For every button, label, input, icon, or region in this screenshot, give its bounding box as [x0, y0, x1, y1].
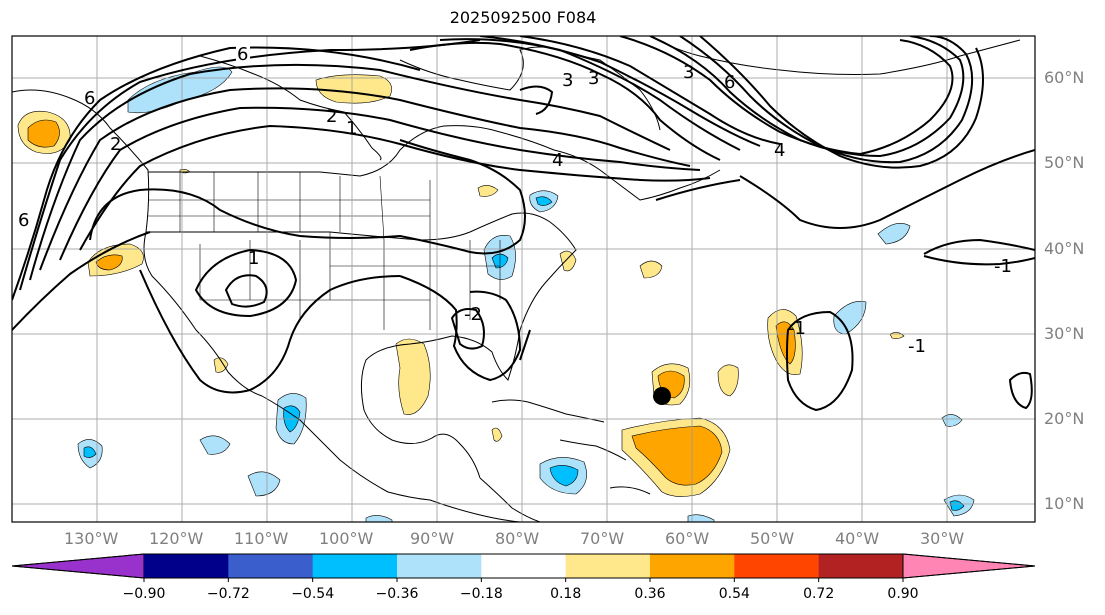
colorbar-tick-label: 0.54	[718, 586, 750, 602]
lon-tick-label: 130°W	[64, 529, 119, 548]
colorbar-tick-label: −0.90	[122, 586, 166, 602]
anomaly-positive	[491, 427, 503, 442]
anomaly-positive	[559, 250, 577, 272]
colorbar-tick-label: −0.18	[459, 586, 503, 602]
colorbar-tick-label: −0.72	[206, 586, 250, 602]
contour-label: -1	[994, 256, 1012, 277]
anomaly-negative	[199, 435, 231, 455]
anomaly-negative	[549, 465, 579, 487]
colorbar-tick-label: 0.72	[803, 586, 835, 602]
contour-lines	[12, 36, 1035, 412]
contour-label-group: 6 3 3 3 6 6 2 1 1 4 4 6 2 -2 -1 -1 -1	[18, 44, 1012, 357]
contour-label: 3	[683, 62, 694, 83]
lat-tick-label: 60°N	[1044, 68, 1085, 87]
lon-tick-label: 70°W	[580, 529, 625, 548]
coastlines	[12, 36, 1021, 522]
colorbar-tick-label: 0.90	[887, 586, 919, 602]
colorbar-extend-high	[902, 553, 1036, 579]
lat-tick-label: 50°N	[1044, 153, 1085, 172]
lat-tick-label: 30°N	[1044, 324, 1085, 343]
colorbar-bin	[565, 554, 651, 578]
anomaly-negative	[535, 196, 553, 206]
graticule	[12, 36, 1035, 522]
colorbar-extend-low	[11, 553, 145, 579]
lat-tick-label: 10°N	[1044, 494, 1085, 513]
contour-label: 1	[346, 118, 357, 139]
anomaly-negative	[83, 446, 97, 458]
map-frame	[11, 35, 1036, 523]
colorbar-bin	[312, 554, 398, 578]
contour-label: 3	[562, 70, 573, 91]
lat-tick-label: 20°N	[1044, 409, 1085, 428]
contour-label: 6	[18, 210, 29, 231]
anomaly-positive	[639, 260, 663, 279]
anomaly-negative	[949, 500, 965, 511]
lon-tick-label: 80°W	[495, 529, 540, 548]
colorbar-bin	[397, 554, 482, 578]
anomaly-positive	[27, 119, 60, 148]
chart-title: 2025092500 F084	[449, 8, 597, 27]
anomaly-negative	[247, 471, 281, 497]
anomaly-positive	[631, 425, 723, 486]
colorbar	[11, 553, 1036, 582]
contour-label: 2	[326, 106, 337, 127]
lon-tick-label: 110°W	[234, 529, 289, 548]
anomaly-positive	[717, 364, 739, 397]
contour-label: 2	[110, 134, 121, 155]
lon-tick-label: 120°W	[149, 529, 204, 548]
contour-label: 4	[552, 150, 563, 171]
contour-label: 4	[774, 140, 785, 161]
lon-tick-label: 40°W	[835, 529, 880, 548]
contour-label: 6	[724, 72, 735, 93]
storm-position-marker	[653, 387, 671, 405]
colorbar-tick-label: 0.36	[634, 586, 666, 602]
contour-label: 1	[248, 248, 259, 269]
contour-label: 3	[588, 68, 599, 89]
anomaly-positive	[775, 321, 796, 365]
colorbar-bin	[650, 554, 735, 578]
colorbar-tick-label: −0.54	[291, 586, 335, 602]
lon-tick-label: 60°W	[665, 529, 710, 548]
contour-label: 6	[84, 88, 95, 109]
colorbar-bin	[228, 554, 314, 578]
lon-tick-label: 100°W	[319, 529, 374, 548]
map-background	[12, 36, 1035, 522]
colorbar-bin	[818, 554, 904, 578]
anomaly-positive	[95, 254, 123, 271]
lon-tick-label: 90°W	[410, 529, 455, 548]
colorbar-bin	[734, 554, 820, 578]
lon-tick-label: 30°W	[920, 529, 965, 548]
colorbar-bin	[144, 554, 229, 578]
state-borders	[148, 172, 501, 330]
anomaly-positive	[395, 338, 431, 415]
anomaly-positive	[477, 185, 499, 197]
anomaly-negative	[877, 223, 911, 245]
contour-label: -2	[464, 304, 482, 325]
colorbar-bin	[481, 554, 567, 578]
contour-label: -1	[788, 318, 806, 339]
lon-tick-label: 50°W	[750, 529, 795, 548]
contour-label: 6	[237, 44, 248, 65]
lat-tick-label: 40°N	[1044, 239, 1085, 258]
colorbar-tick-label: 0.18	[550, 586, 582, 602]
colorbar-tick-label: −0.36	[375, 586, 419, 602]
contour-label: -1	[908, 336, 926, 357]
anomaly-negative	[833, 301, 867, 335]
